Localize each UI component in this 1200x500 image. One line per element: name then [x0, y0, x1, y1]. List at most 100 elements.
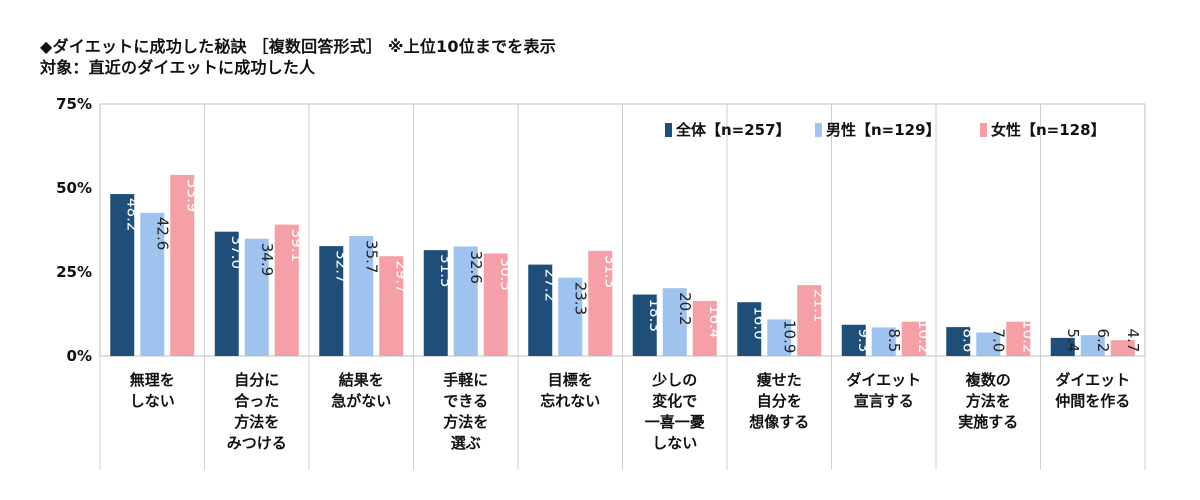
bar	[976, 332, 1001, 356]
bar-value-label: 16.0	[750, 306, 768, 339]
bar-value-label: 39.1	[288, 229, 306, 262]
bar-value-label: 10.9	[780, 320, 798, 353]
legend-swatch	[980, 123, 987, 137]
bar	[632, 294, 657, 356]
bar-value-label: 4.7	[1124, 329, 1142, 353]
bar	[841, 324, 866, 356]
bar-value-label: 35.7	[362, 240, 380, 273]
chart-title: ◆ダイエットに成功した秘訣 ［複数回答形式］ ※上位10位までを表示 対象：直近…	[40, 36, 556, 78]
bar	[871, 327, 896, 356]
bar	[588, 250, 613, 356]
bar	[737, 302, 762, 356]
category-label-line: 痩せた	[757, 371, 802, 389]
category-label-line: 実施する	[958, 413, 1018, 431]
bar-value-label: 20.2	[676, 292, 694, 325]
bar-value-label: 37.0	[228, 236, 246, 269]
category-label-line: 方法を	[234, 413, 279, 431]
bar-value-label: 5.4	[1064, 329, 1082, 353]
bar-value-label: 29.7	[392, 260, 410, 293]
category-label-line: 方法を	[966, 392, 1011, 410]
bar	[1050, 337, 1075, 356]
category-label-line: 自分に	[234, 371, 279, 389]
category-label-line: 変化で	[652, 392, 697, 410]
bar	[946, 327, 971, 356]
legend-label: 女性【n=128】	[991, 121, 1106, 139]
y-tick-label: 25%	[56, 263, 92, 281]
bar	[140, 212, 165, 356]
bar-value-label: 31.5	[437, 254, 455, 287]
bar-value-label: 48.2	[123, 198, 141, 231]
bar-value-label: 32.7	[332, 250, 350, 283]
bar-value-label: 34.9	[258, 243, 276, 276]
category-label-line: 手軽に	[443, 371, 488, 389]
category-label: 痩せた自分を想像する	[748, 371, 809, 431]
bar	[662, 288, 687, 356]
bar-value-label: 6.2	[1094, 329, 1112, 353]
legend-label: 全体【n=257】	[675, 121, 791, 139]
bar-value-label: 9.3	[855, 329, 873, 353]
legend-label: 男性【n=129】	[826, 121, 941, 139]
bar	[797, 285, 822, 356]
category-label-line: ダイエット	[1055, 371, 1130, 389]
category-label-line: 仲間を作る	[1055, 392, 1130, 410]
bar-value-label: 7.0	[989, 329, 1007, 353]
category-label: 少しの変化で一喜一憂しない	[645, 371, 705, 452]
bar	[244, 238, 269, 356]
bar-value-label: 10.2	[915, 320, 933, 353]
bar-value-label: 18.3	[646, 299, 664, 332]
category-label-line: 目標を	[548, 371, 593, 389]
category-label: 結果を急がない	[331, 371, 391, 410]
bar-value-label: 16.4	[706, 305, 724, 338]
bar	[170, 174, 195, 356]
chart-subtitle: 対象：直近のダイエットに成功した人	[40, 58, 316, 77]
category-label-line: しない	[130, 392, 175, 410]
bar	[483, 253, 508, 356]
legend-swatch	[665, 123, 672, 137]
category-label: 手軽にできる方法を選ぶ	[443, 371, 488, 452]
category-label-line: 合った	[233, 392, 279, 410]
bar	[767, 319, 792, 356]
bar	[110, 194, 135, 356]
category-label-line: 宣言する	[854, 392, 914, 410]
category-label-line: 複数の	[965, 371, 1011, 389]
bar	[274, 224, 299, 356]
bar-value-label: 27.2	[541, 269, 559, 302]
category-label: 目標を忘れない	[540, 371, 600, 410]
bar-value-label: 32.6	[467, 250, 485, 283]
bar	[1006, 321, 1031, 356]
category-label-line: 想像する	[748, 413, 809, 431]
category-label-line: できる	[443, 392, 488, 410]
bar-value-label: 8.5	[885, 329, 903, 353]
category-label-line: みつける	[227, 434, 287, 452]
y-tick-label: 50%	[56, 179, 92, 197]
bar	[528, 264, 553, 356]
category-label-line: しない	[652, 434, 697, 452]
category-label: 自分に合った方法をみつける	[227, 371, 287, 452]
bar-value-label: 42.6	[153, 217, 171, 250]
category-label: ダイエット仲間を作る	[1055, 371, 1130, 410]
bar	[423, 250, 448, 356]
bar	[453, 246, 478, 356]
bar-value-label: 30.5	[497, 258, 515, 291]
bar	[901, 321, 926, 356]
category-label-line: 忘れない	[540, 392, 600, 410]
category-label-line: 方法を	[443, 413, 488, 431]
category-label-line: ダイエット	[846, 371, 921, 389]
bar	[349, 236, 374, 356]
bar	[379, 256, 404, 356]
category-label: 複数の方法を実施する	[958, 371, 1018, 431]
bar-value-label: 21.1	[810, 289, 828, 322]
bar-value-label: 8.6	[959, 329, 977, 353]
category-label-line: 急がない	[331, 392, 391, 410]
bar	[1080, 335, 1105, 356]
bar-value-label: 23.3	[571, 282, 589, 315]
category-label-line: 結果を	[339, 371, 384, 389]
category-label-line: 自分を	[757, 392, 802, 410]
bar	[1110, 340, 1135, 356]
legend-swatch	[815, 123, 822, 137]
bar	[319, 246, 344, 356]
bar-value-label: 53.9	[183, 179, 201, 212]
bar	[692, 300, 717, 356]
bar-value-label: 10.2	[1019, 320, 1037, 353]
